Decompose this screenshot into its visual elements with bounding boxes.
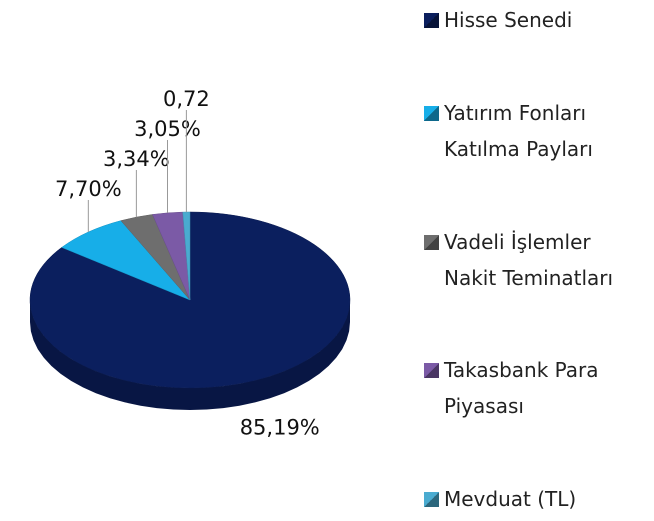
legend-swatch xyxy=(424,492,439,507)
data-label: 85,19% xyxy=(240,415,320,439)
legend: Hisse Senedi Yatırım Fonları Katılma Payl… xyxy=(424,0,649,521)
legend-entry: Takasbank Para Piyasası xyxy=(424,352,649,424)
legend-entry: Mevduat (TL) xyxy=(424,481,649,517)
data-label: 3,05% xyxy=(134,117,201,141)
pie-sides xyxy=(30,300,350,410)
chart: 85,19% 7,70% 3,34% 3,05% 0,72 xyxy=(29,87,351,439)
legend-swatch xyxy=(424,13,439,28)
legend-label: Yatırım Fonları Katılma Payları xyxy=(444,100,593,161)
legend-label: Mevduat (TL) xyxy=(444,487,577,511)
legend-entry: Vadeli İşlemler Nakit Teminatları xyxy=(424,224,649,296)
legend-entry: Yatırım Fonları Katılma Payları xyxy=(424,95,649,167)
legend-swatch xyxy=(424,105,439,121)
data-label: 0,72 xyxy=(163,87,210,111)
pie-side xyxy=(30,300,350,410)
data-label: 3,34% xyxy=(103,147,170,171)
legend-swatch xyxy=(424,363,439,379)
legend-label: Vadeli İşlemler Nakit Teminatları xyxy=(444,229,614,290)
legend-entry: Hisse Senedi xyxy=(424,2,649,38)
legend-label: Hisse Senedi xyxy=(444,8,573,32)
legend-label: Takasbank Para Piyasası xyxy=(444,358,599,419)
legend-swatch xyxy=(424,234,439,250)
data-label: 7,70% xyxy=(55,177,122,201)
